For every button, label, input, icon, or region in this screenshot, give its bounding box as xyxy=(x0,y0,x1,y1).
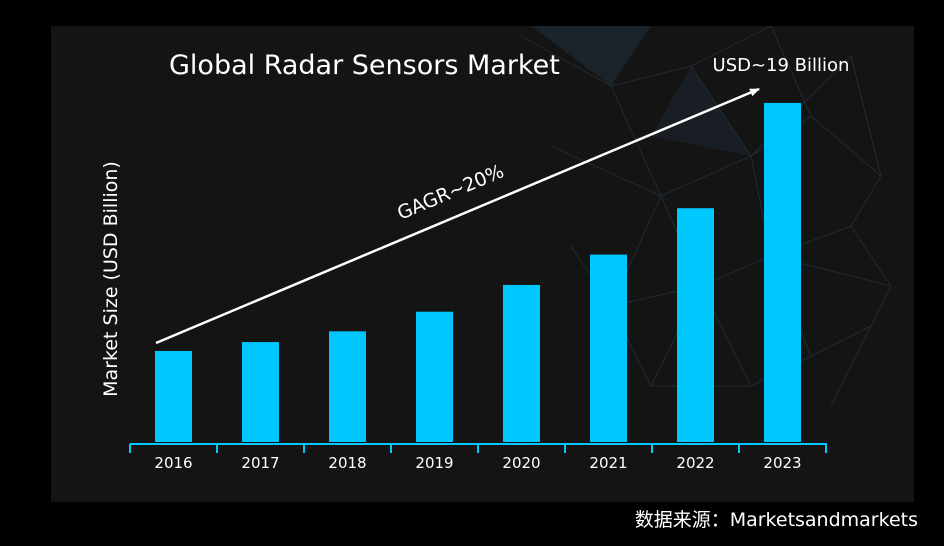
chart-title: Global Radar Sensors Market xyxy=(169,50,560,81)
background-shape xyxy=(651,66,751,156)
x-tick-label-2023: 2023 xyxy=(763,454,801,472)
bars-group xyxy=(155,102,801,442)
x-tick-label-2022: 2022 xyxy=(676,454,714,472)
bar-2023 xyxy=(764,102,801,442)
source-note: 数据来源：Marketsandmarkets xyxy=(634,509,918,531)
background-shape xyxy=(531,26,651,86)
growth-arrow xyxy=(155,87,760,345)
x-axis-tick-labels: 2016 2017 2018 2019 2020 2021 2022 2023 xyxy=(154,454,801,472)
x-tick-label-2017: 2017 xyxy=(241,454,279,472)
x-tick-label-2019: 2019 xyxy=(415,454,453,472)
x-axis-ticks xyxy=(129,444,827,453)
end-value-annotation: USD~19 Billion xyxy=(713,55,850,76)
bar-2017 xyxy=(242,342,279,442)
bar-2022 xyxy=(677,208,714,442)
y-axis-label: Market Size (USD Billion) xyxy=(100,161,122,397)
bar-2021 xyxy=(590,254,627,442)
x-tick-label-2020: 2020 xyxy=(502,454,540,472)
bar-chart: Global Radar Sensors Market Market Size … xyxy=(100,26,892,472)
chart-panel: Global Radar Sensors Market Market Size … xyxy=(51,26,914,502)
x-tick-label-2016: 2016 xyxy=(154,454,192,472)
bar-2018 xyxy=(329,331,366,442)
bar-2020 xyxy=(503,284,540,442)
x-tick-label-2021: 2021 xyxy=(589,454,627,472)
bar-2019 xyxy=(416,311,453,442)
cagr-annotation: GAGR~20% xyxy=(394,160,507,224)
x-tick-label-2018: 2018 xyxy=(328,454,366,472)
bar-2016 xyxy=(155,350,192,442)
